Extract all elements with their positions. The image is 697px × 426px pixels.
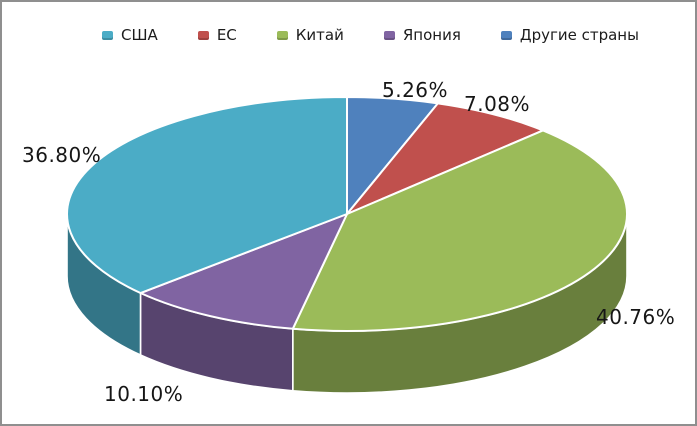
legend-swatch-china [276, 30, 288, 40]
legend-label-japan: Япония [402, 26, 461, 44]
legend-item-eu: ЕС [197, 26, 237, 44]
slice-label-others: 5.26% [382, 78, 449, 102]
legend-item-china: Китай [276, 26, 344, 44]
slice-label-eu: 7.08% [464, 92, 531, 116]
legend-item-usa: США [102, 26, 158, 44]
legend-swatch-japan [383, 30, 395, 40]
legend-item-japan: Япония [383, 26, 461, 44]
chart-legend: США ЕС Китай Япония Другие страны [24, 26, 695, 44]
legend-swatch-others [500, 30, 512, 40]
legend-swatch-usa [102, 30, 114, 40]
legend-label-china: Китай [295, 26, 344, 44]
slice-label-usa: 36.80% [22, 143, 102, 167]
legend-label-others: Другие страны [519, 26, 639, 44]
slice-label-china: 40.76% [596, 305, 676, 329]
legend-item-others: Другие страны [500, 26, 639, 44]
slice-label-japan: 10.10% [104, 382, 184, 406]
legend-label-usa: США [121, 26, 158, 44]
legend-label-eu: ЕС [216, 26, 237, 44]
legend-swatch-eu [197, 30, 209, 40]
